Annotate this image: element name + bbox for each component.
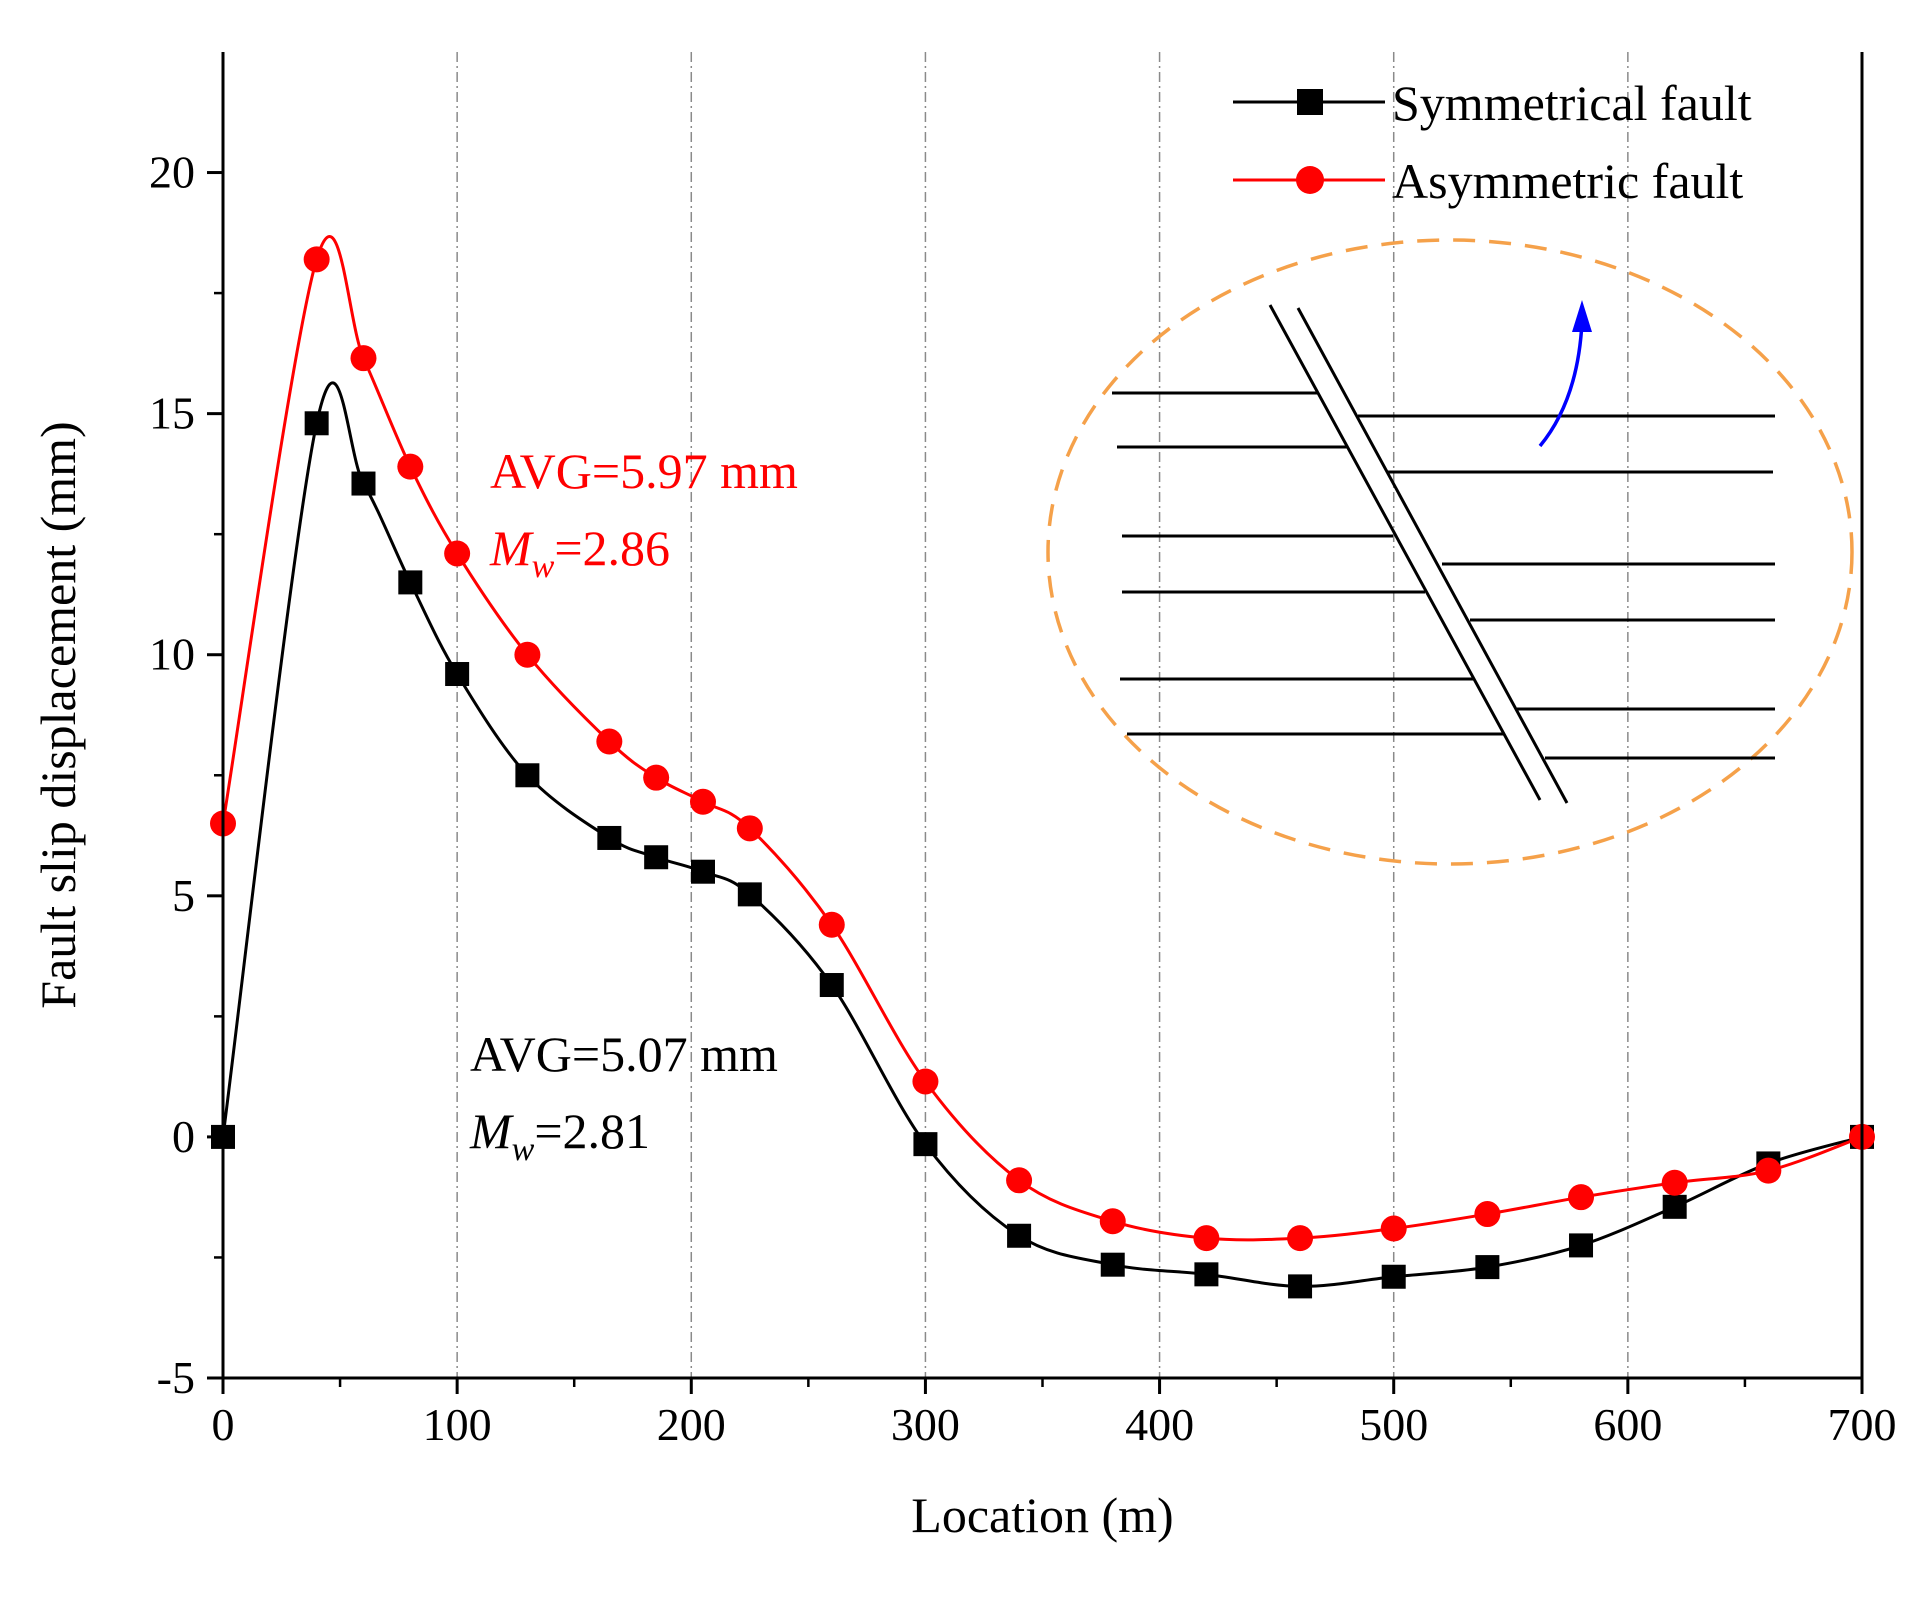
- data-point-asym-500: [1380, 1215, 1407, 1242]
- data-point-sym-225: [737, 882, 762, 907]
- fault-schematic-inset: [1046, 238, 1854, 866]
- data-point-asym-130: [514, 641, 541, 668]
- x-tick-label-200: 200: [657, 1399, 726, 1450]
- series-asymmetric: [210, 235, 1875, 1252]
- x-tick-label-300: 300: [891, 1399, 960, 1450]
- data-point-asym-260: [818, 911, 845, 938]
- data-point-asym-80: [397, 453, 424, 480]
- data-point-sym-300: [913, 1132, 938, 1157]
- annotation-sym-avg: AVG=5.07 mm: [470, 1026, 778, 1082]
- annotation-sym-mw-value: =2.81: [534, 1103, 650, 1159]
- x-tick-label-400: 400: [1125, 1399, 1194, 1450]
- data-point-sym-460: [1288, 1274, 1313, 1299]
- data-point-asym-100: [444, 540, 471, 567]
- axes: [207, 52, 1864, 1394]
- x-tick-label-500: 500: [1359, 1399, 1428, 1450]
- legend-label-0: Symmetrical fault: [1392, 75, 1752, 131]
- data-point-sym-580: [1569, 1233, 1594, 1258]
- data-point-sym-130: [515, 763, 540, 788]
- data-point-asym-165: [596, 728, 623, 755]
- data-point-sym-165: [597, 825, 622, 850]
- legend-marker-square: [1297, 89, 1323, 115]
- fault-plane-left: [1268, 304, 1542, 801]
- data-point-sym-100: [445, 662, 470, 687]
- data-point-sym-40: [304, 411, 329, 436]
- y-tick-label--5: -5: [157, 1352, 195, 1403]
- data-point-asym-660: [1755, 1157, 1782, 1184]
- y-tick-label-5: 5: [172, 870, 195, 921]
- x-tick-label-600: 600: [1593, 1399, 1662, 1450]
- data-point-sym-500: [1381, 1264, 1406, 1289]
- annotation-asym-mw: Mw=2.86: [489, 520, 670, 585]
- data-point-asym-340: [1006, 1167, 1033, 1194]
- series-symmetrical: [211, 381, 1874, 1299]
- annotation-asym-mw-value: =2.86: [554, 520, 670, 576]
- data-point-asym-40: [303, 246, 330, 273]
- y-tick-label-10: 10: [149, 629, 195, 680]
- fault-plane-right: [1296, 307, 1569, 804]
- legend-marker-circle: [1296, 166, 1324, 194]
- data-point-asym-420: [1193, 1225, 1220, 1252]
- y-tick-label-0: 0: [172, 1111, 195, 1162]
- rotation-arrow-head: [1572, 300, 1592, 332]
- data-point-asym-620: [1661, 1169, 1688, 1196]
- data-point-sym-420: [1194, 1262, 1219, 1287]
- data-point-sym-80: [398, 570, 423, 595]
- y-tick-label-20: 20: [149, 147, 195, 198]
- y-axis-title: Fault slip displacement (mm): [30, 421, 86, 1008]
- data-point-sym-380: [1100, 1252, 1125, 1277]
- annotation-sym-mw-symbol: M: [469, 1103, 514, 1159]
- annotation-asym-avg: AVG=5.97 mm: [490, 443, 798, 499]
- grid-lines: [456, 52, 1629, 1378]
- data-point-sym-60: [351, 471, 376, 496]
- x-tick-label-700: 700: [1828, 1399, 1897, 1450]
- annotation-asym-mw-symbol: M: [489, 520, 534, 576]
- data-point-asym-300: [912, 1068, 939, 1095]
- data-point-asym-460: [1287, 1225, 1314, 1252]
- data-point-sym-205: [690, 859, 715, 884]
- inset-outline: [1046, 238, 1854, 866]
- x-tick-label-0: 0: [212, 1399, 235, 1450]
- data-point-asym-225: [736, 815, 763, 842]
- annotation-asym-mw-sub: w: [532, 548, 555, 585]
- data-point-asym-380: [1099, 1208, 1126, 1235]
- data-point-sym-540: [1475, 1255, 1500, 1280]
- x-axis-title: Location (m): [911, 1487, 1173, 1543]
- data-point-asym-540: [1474, 1201, 1501, 1228]
- data-point-sym-340: [1007, 1223, 1032, 1248]
- legend: Symmetrical fault Asymmetric fault: [1233, 75, 1752, 209]
- data-point-asym-185: [643, 764, 670, 791]
- y-tick-label-15: 15: [149, 388, 195, 439]
- legend-label-1: Asymmetric fault: [1392, 153, 1743, 209]
- data-point-sym-260: [819, 973, 844, 998]
- annotation-sym-mw: Mw=2.81: [469, 1103, 650, 1168]
- annotation-sym-mw-sub: w: [512, 1131, 535, 1168]
- data-point-asym-580: [1568, 1184, 1595, 1211]
- data-point-asym-60: [350, 345, 377, 372]
- x-tick-label-100: 100: [423, 1399, 492, 1450]
- data-point-sym-620: [1662, 1194, 1687, 1219]
- rotation-arrow: [1538, 321, 1584, 448]
- series: [210, 235, 1875, 1299]
- data-point-sym-185: [644, 845, 669, 870]
- axis-labels: 0 100 200 300 400 500 600 700 -5 0 5 10 15 20 Location…: [30, 147, 1897, 1543]
- data-point-asym-205: [689, 788, 716, 815]
